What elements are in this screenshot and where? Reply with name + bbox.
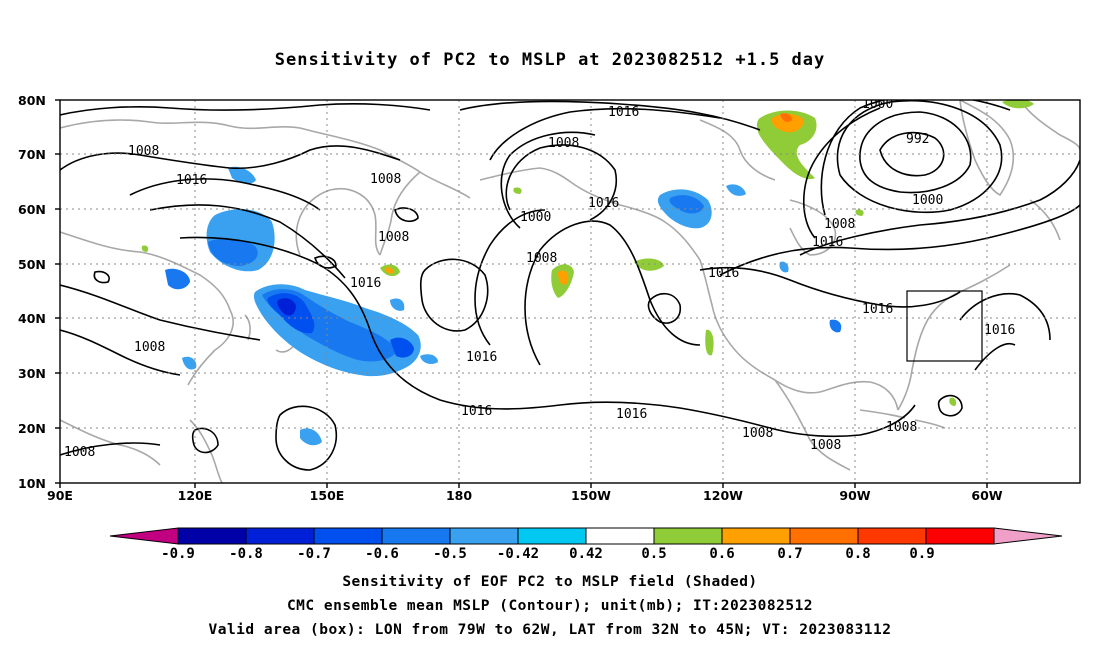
contour-label: 1016 (466, 350, 497, 365)
lon-label: 90W (839, 488, 870, 503)
colorbar-swatch (789, 527, 859, 545)
contour-label: 1008 (128, 144, 159, 159)
lon-label: 180 (446, 488, 472, 503)
colorbar-end-high (993, 527, 1063, 545)
contour-label: 1008 (526, 251, 557, 266)
colorbar-tick-label: -0.5 (433, 546, 467, 562)
lat-label: 70N (18, 147, 46, 162)
colorbar-swatch (245, 527, 315, 545)
colorbar-tick-label: 0.7 (777, 546, 802, 562)
colorbar-tick-label: -0.7 (297, 546, 331, 562)
plot-frame (59, 99, 1081, 484)
colorbar-tick-label: -0.6 (365, 546, 399, 562)
lat-label: 10N (18, 476, 46, 491)
colorbar-end-low (109, 527, 179, 545)
colorbar-swatch (449, 527, 519, 545)
colorbar-swatch (517, 527, 587, 545)
lat-label: 20N (18, 421, 46, 436)
mslp-contours (60, 100, 1080, 471)
contour-label: 1016 (812, 235, 843, 250)
contour-labels: 1016 1000 1008 992 1016 1000 1008 1008 1… (64, 97, 1015, 460)
contour-label: 1008 (64, 445, 95, 460)
contour-label: 1008 (378, 230, 409, 245)
caption-line-2: CMC ensemble mean MSLP (Contour); unit(m… (286, 598, 814, 614)
grid (60, 100, 1080, 483)
contour-label: 1016 (984, 323, 1015, 338)
longitude-labels: 90E 120E 150E 180 150W 120W 90W 60W (47, 488, 1003, 503)
colorbar-tick-label: 0.42 (569, 546, 603, 562)
colorbar-swatch (721, 527, 791, 545)
coastlines (60, 100, 1080, 483)
contour-label: 1016 (608, 105, 639, 120)
chart-title: Sensitivity of PC2 to MSLP at 2023082512… (274, 50, 826, 70)
colorbar (109, 527, 1063, 545)
lon-label: 120E (178, 488, 213, 503)
contour-label: 1008 (742, 426, 773, 441)
lon-label: 150W (571, 488, 611, 503)
colorbar-tick-label: -0.8 (229, 546, 263, 562)
lat-label: 60N (18, 202, 46, 217)
contour-label: 1000 (912, 193, 943, 208)
colorbar-labels: -0.9 -0.8 -0.7 -0.6 -0.5 -0.42 0.42 0.5 … (161, 546, 935, 562)
contour-label: 1008 (370, 172, 401, 187)
contour-label: 1016 (616, 407, 647, 422)
contour-label: 1016 (588, 196, 619, 211)
colorbar-swatch (381, 527, 451, 545)
contour-label: 1016 (708, 266, 739, 281)
contour-label: 1000 (520, 210, 551, 225)
colorbar-swatch (857, 527, 927, 545)
contour-label: 1008 (824, 217, 855, 232)
colorbar-tick-label: 0.5 (641, 546, 666, 562)
contour-label: 1008 (134, 340, 165, 355)
colorbar-tick-label: 0.8 (845, 546, 870, 562)
colorbar-swatch (585, 527, 655, 545)
caption-line-1: Sensitivity of EOF PC2 to MSLP field (Sh… (342, 574, 758, 590)
colorbar-swatch (925, 527, 995, 545)
lat-label: 40N (18, 311, 46, 326)
colorbar-swatch (177, 527, 247, 545)
colorbar-swatch (653, 527, 723, 545)
contour-label: 1016 (461, 404, 492, 419)
caption-line-3: Valid area (box): LON from 79W to 62W, L… (208, 622, 892, 638)
colorbar-tick-label: -0.9 (161, 546, 195, 562)
lon-label: 60W (971, 488, 1002, 503)
colorbar-tick-label: 0.9 (909, 546, 934, 562)
contour-label: 1008 (810, 438, 841, 453)
sensitivity-shading (141, 100, 1034, 446)
lon-label: 150E (310, 488, 345, 503)
valid-area-box (906, 290, 983, 362)
contour-label: 1016 (350, 276, 381, 291)
contour-label: 1016 (862, 302, 893, 317)
latitude-labels: 80N 70N 60N 50N 40N 30N 20N 10N (18, 93, 46, 491)
contour-label: 1016 (176, 173, 207, 188)
lat-label: 30N (18, 366, 46, 381)
contour-label: 1008 (548, 136, 579, 151)
contour-label: 1000 (862, 97, 893, 112)
colorbar-tick-label: 0.6 (709, 546, 734, 562)
colorbar-swatch (313, 527, 383, 545)
contour-label: 1008 (886, 420, 917, 435)
lat-label: 50N (18, 257, 46, 272)
lat-label: 80N (18, 93, 46, 108)
contour-label: 992 (906, 132, 929, 147)
lon-label: 90E (47, 488, 73, 503)
axis-ticks (55, 99, 988, 488)
colorbar-tick-label: -0.42 (497, 546, 539, 562)
lon-label: 120W (703, 488, 743, 503)
